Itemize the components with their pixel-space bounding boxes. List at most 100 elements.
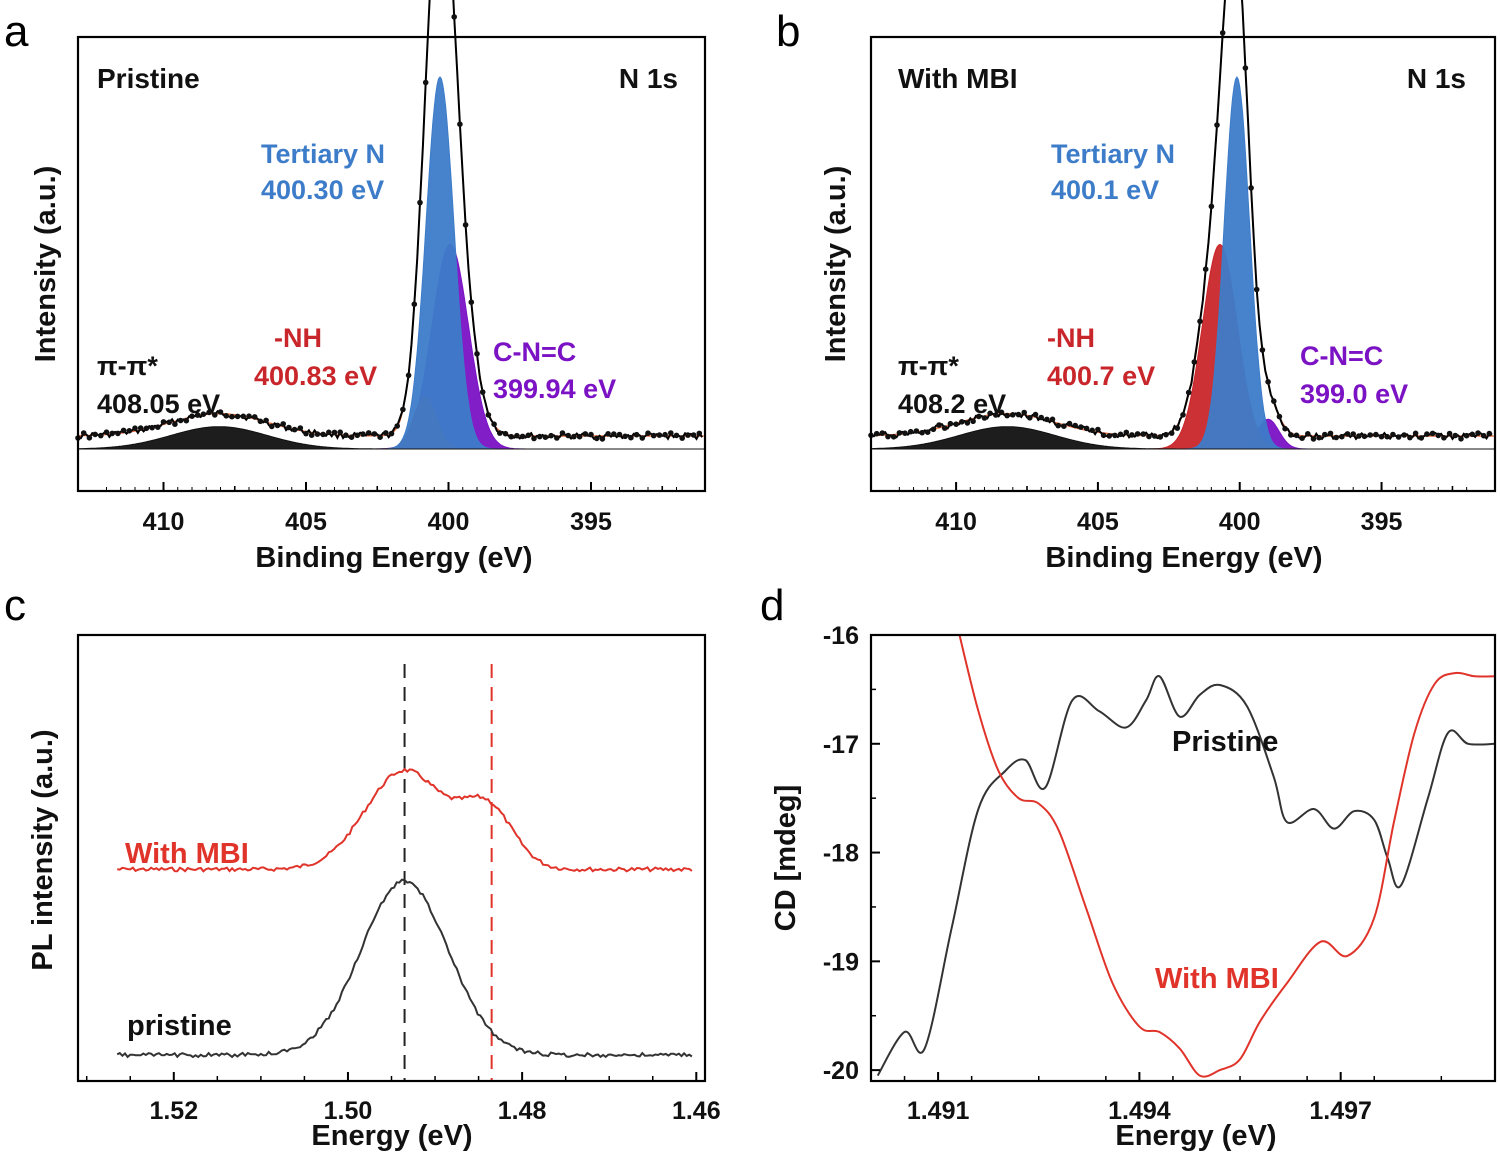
- panel-letter-d: d: [760, 581, 784, 630]
- b-data-point: [1129, 432, 1135, 438]
- b-data-point: [1395, 434, 1402, 440]
- a-data-point: [548, 432, 554, 439]
- b-y-axis-title: Intensity (a.u.): [820, 166, 852, 363]
- a-peak-fills: [77, 76, 705, 450]
- b-data-point: [1441, 435, 1447, 441]
- a-pi-label: π-π*: [97, 351, 158, 381]
- c-series-with-mbi: [117, 767, 693, 873]
- a-data-point: [417, 199, 423, 206]
- b-x-tick-label: 405: [1077, 508, 1119, 536]
- b-data-point: [1378, 433, 1385, 440]
- a-data-point: [536, 433, 543, 440]
- b-data-point: [1310, 436, 1317, 442]
- panel-letter-c: c: [4, 581, 26, 630]
- b-data-point: [1373, 431, 1379, 438]
- a-data-point: [383, 430, 389, 436]
- panel-a-xps-pristine: 410 405 400 395 Pristine N 1s Tertiary N 40…: [30, 0, 707, 574]
- a-data-point: [462, 222, 469, 228]
- a-data-point: [143, 425, 150, 432]
- a-data-point: [525, 432, 532, 439]
- a-y-axis-title: Intensity (a.u.): [30, 166, 62, 363]
- a-data-point: [206, 409, 212, 416]
- panel-b-xps-with-mbi: 410 405 400 395 With MBI N 1s Tertiary N 40…: [820, 0, 1497, 574]
- b-data-point: [953, 421, 959, 428]
- b-data-point: [1072, 422, 1078, 429]
- a-data-point: [502, 430, 509, 437]
- b-plot-frame: [869, 35, 1497, 493]
- b-data-point: [1339, 433, 1345, 440]
- a-peak-: [77, 426, 705, 450]
- d-y-tick-label: -19: [823, 948, 859, 976]
- a-data-point: [365, 430, 372, 436]
- a-data-point: [605, 431, 611, 437]
- a-data-point: [172, 421, 178, 428]
- b-data-point: [1123, 429, 1130, 436]
- a-data-point: [645, 430, 651, 437]
- a-data-point: [576, 433, 583, 440]
- b-data-point: [947, 420, 954, 427]
- b-cnc-label: C-N=C: [1300, 341, 1383, 371]
- b-data-point: [1004, 412, 1010, 419]
- a-data-point: [269, 423, 275, 430]
- c-reference-lines: [403, 664, 493, 1081]
- b-data-point: [976, 413, 982, 420]
- b-data-point: [1407, 434, 1413, 441]
- a-pi-value: 408.05 eV: [97, 389, 220, 419]
- b-x-ticks: 410 405 400 395: [898, 482, 1468, 536]
- d-plot-frame: [869, 633, 1497, 1083]
- a-data-point: [103, 429, 110, 436]
- b-data-point: [1146, 433, 1152, 440]
- b-data-point: [1214, 122, 1220, 128]
- d-y-tick-label: -20: [823, 1057, 859, 1085]
- b-data-point: [1367, 432, 1373, 438]
- c-x-tick-label: 1.48: [498, 1097, 547, 1125]
- a-tertiary-label: Tertiary N: [261, 139, 385, 169]
- b-data-point: [1021, 409, 1027, 416]
- a-data-point: [582, 431, 589, 437]
- b-data-point: [1356, 433, 1362, 439]
- a-data-point: [246, 413, 252, 420]
- b-data-point: [1049, 416, 1056, 423]
- d-x-tick-label: 1.494: [1108, 1097, 1171, 1125]
- a-data-point: [217, 409, 224, 415]
- a-data-point: [263, 417, 269, 424]
- c-x-tick-label: 1.52: [149, 1097, 198, 1125]
- b-data-point: [890, 434, 897, 440]
- a-data-point: [291, 426, 298, 433]
- d-series-with-mbi: [958, 635, 1495, 1078]
- b-data-point: [1322, 431, 1328, 438]
- b-data-point: [1288, 432, 1294, 438]
- a-data-point: [189, 413, 195, 420]
- b-data-point: [1316, 434, 1322, 441]
- a-data-point: [120, 427, 127, 434]
- a-data-point: [628, 434, 634, 441]
- b-data-point: [1344, 431, 1351, 437]
- a-data-point: [616, 431, 623, 438]
- b-data-point: [1299, 435, 1305, 442]
- a-data-point: [451, 14, 458, 20]
- c-series-pristine: [116, 878, 693, 1059]
- b-data-point: [970, 418, 976, 425]
- d-y-tick-label: -16: [823, 622, 859, 650]
- b-data-point: [1458, 436, 1464, 442]
- a-data-point: [388, 430, 395, 437]
- a-data-point: [314, 431, 321, 437]
- b-data-point: [924, 429, 931, 436]
- a-data-point: [183, 417, 190, 424]
- a-plot-frame: [76, 35, 707, 493]
- d-y-tick-label: -18: [823, 840, 859, 868]
- b-data-point: [1480, 432, 1487, 439]
- d-series-lines: [876, 635, 1495, 1078]
- a-data-point: [360, 431, 366, 437]
- b-peak-fills: [870, 76, 1495, 450]
- b-tertiary-value: 400.1 eV: [1051, 175, 1159, 205]
- d-x-tick-label: 1.491: [907, 1097, 970, 1125]
- b-data-point: [1361, 433, 1368, 440]
- b-data-point: [1424, 431, 1430, 437]
- a-data-point: [348, 434, 355, 441]
- a-data-point: [400, 406, 406, 413]
- a-data-point: [160, 419, 167, 425]
- b-core-level: N 1s: [1407, 63, 1466, 94]
- a-data-point: [468, 299, 475, 306]
- b-data-point: [1293, 432, 1300, 439]
